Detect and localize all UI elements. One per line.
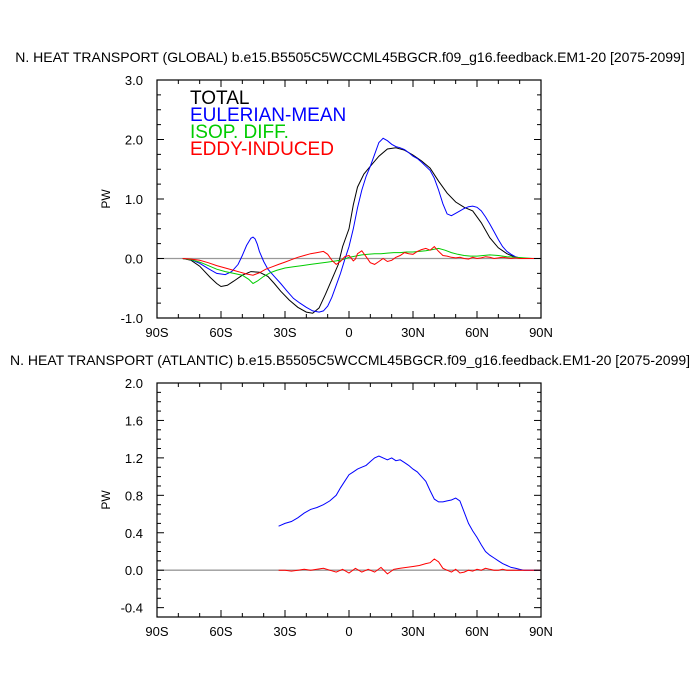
legend-entry: EDDY-INDUCED	[190, 139, 334, 160]
chart-2: N. HEAT TRANSPORT (ATLANTIC) b.e15.B5505…	[10, 352, 690, 639]
y-axis-label: PW	[99, 490, 113, 510]
y-tick-label: 0.8	[125, 488, 143, 503]
x-tick-label: 30N	[401, 624, 425, 639]
x-tick-label: 0	[345, 624, 352, 639]
y-tick-label: 1.6	[125, 413, 143, 428]
x-tick-label: 90S	[145, 624, 168, 639]
x-tick-label: 60N	[465, 624, 489, 639]
y-tick-label: 0.0	[125, 252, 143, 267]
y-axis-label: PW	[99, 189, 113, 209]
legend-entry: EULERIAN-MEAN	[190, 105, 346, 126]
chart-title: N. HEAT TRANSPORT (GLOBAL) b.e15.B5505C5…	[15, 49, 684, 65]
x-tick-label: 60S	[209, 325, 232, 340]
y-tick-label: 0.0	[125, 563, 143, 578]
x-tick-label: 60N	[465, 325, 489, 340]
series-line-eddy-induced	[278, 558, 541, 575]
chart-1: N. HEAT TRANSPORT (GLOBAL) b.e15.B5505C5…	[15, 49, 684, 340]
x-tick-label: 0	[345, 325, 352, 340]
x-tick-label: 30S	[273, 325, 296, 340]
x-tick-label: 90N	[529, 624, 553, 639]
series-line-eulerian-mean	[278, 455, 541, 571]
series-line-eddy-induced	[182, 245, 541, 276]
y-tick-label: -1.0	[121, 311, 143, 326]
y-tick-label: -0.4	[121, 601, 143, 616]
x-tick-label: 30S	[273, 624, 296, 639]
legend-entry: ISOP. DIFF.	[190, 122, 289, 143]
y-tick-label: 0.4	[125, 526, 143, 541]
series-line-eulerian-mean	[182, 137, 541, 313]
x-tick-label: 90S	[145, 325, 168, 340]
y-tick-label: 2.0	[125, 133, 143, 148]
y-tick-label: 1.0	[125, 192, 143, 207]
plot-frame	[156, 382, 542, 618]
x-tick-label: 90N	[529, 325, 553, 340]
legend-entry: TOTAL	[190, 88, 249, 109]
x-tick-label: 60S	[209, 624, 232, 639]
y-tick-label: 2.0	[125, 376, 143, 391]
y-tick-label: 1.2	[125, 451, 143, 466]
chart-title: N. HEAT TRANSPORT (ATLANTIC) b.e15.B5505…	[10, 352, 690, 368]
x-tick-label: 30N	[401, 325, 425, 340]
series-line-total	[182, 147, 541, 314]
y-tick-label: 3.0	[125, 73, 143, 88]
series-line-isop-diff	[182, 247, 541, 285]
